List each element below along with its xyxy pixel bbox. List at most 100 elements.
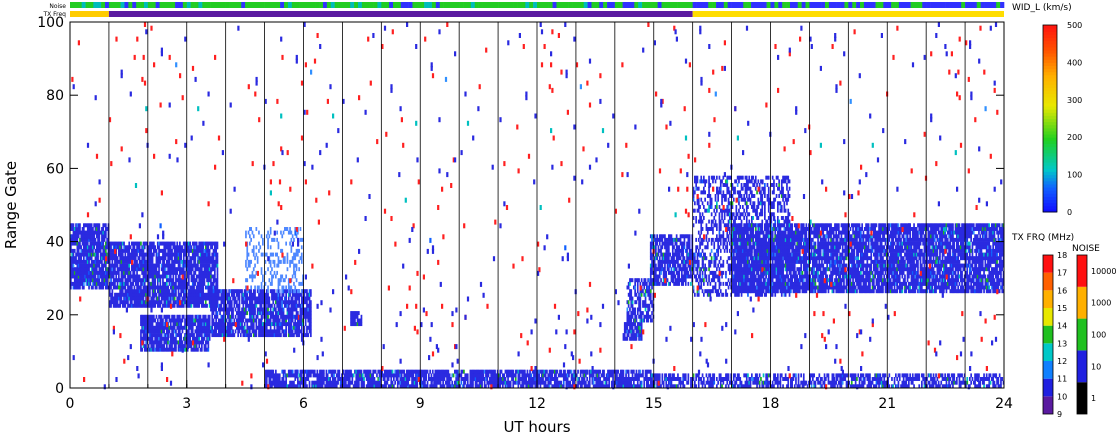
heatmap-cell — [211, 296, 214, 301]
heatmap-cell — [265, 296, 268, 301]
heatmap-cell — [234, 307, 237, 312]
heatmap-cell — [97, 278, 99, 283]
noise-strip-cell — [770, 2, 775, 8]
heatmap-cell — [154, 329, 156, 334]
noise-strip-cell — [105, 2, 110, 8]
heatmap-cell — [649, 274, 652, 279]
heatmap-cell — [303, 377, 306, 381]
heatmap-cell — [105, 223, 107, 228]
heatmap-cell — [153, 252, 155, 257]
heatmap-cell — [203, 314, 206, 319]
heatmap-cell — [507, 373, 509, 378]
heatmap-cell — [149, 300, 151, 305]
heatmap-cell — [535, 369, 538, 374]
heatmap-cell — [149, 289, 151, 294]
heatmap-cell — [146, 285, 149, 290]
heatmap-cell — [94, 285, 97, 290]
heatmap-cell — [269, 329, 272, 334]
heatmap-cell — [581, 377, 583, 381]
heatmap-cell — [81, 234, 84, 239]
heatmap-cell — [604, 380, 607, 385]
heatmap-cell — [286, 267, 289, 272]
heatmap-cell — [271, 384, 273, 389]
heatmap-cell — [201, 322, 203, 327]
heatmap-cell — [229, 322, 232, 327]
noise-strip-cell — [537, 2, 542, 8]
heatmap-cell — [371, 380, 373, 385]
heatmap-cell — [646, 369, 648, 374]
heatmap-cell — [121, 281, 124, 286]
heatmap-cell — [212, 281, 215, 286]
heatmap-cell — [211, 285, 214, 290]
heatmap-cell — [638, 300, 640, 305]
heatmap-cell — [221, 314, 224, 319]
heatmap-cell — [203, 344, 206, 349]
heatmap-cell — [603, 373, 605, 378]
heatmap-cell — [119, 289, 121, 294]
heatmap-cell — [114, 278, 116, 283]
heatmap-cell — [577, 377, 579, 381]
heatmap-cell — [298, 380, 300, 385]
heatmap-cell — [291, 256, 294, 261]
heatmap-cell — [105, 245, 107, 250]
heatmap-cell — [298, 325, 300, 330]
heatmap-cell — [627, 322, 630, 327]
heatmap-cell — [592, 377, 595, 381]
noise-strip-cell — [213, 2, 219, 8]
heatmap-cell — [171, 289, 173, 294]
heatmap-cell — [166, 347, 168, 352]
heatmap-cell — [182, 300, 185, 305]
heatmap-cell — [229, 333, 232, 338]
heatmap-cell — [172, 303, 175, 308]
heatmap-cell — [95, 278, 98, 283]
heatmap-cell — [202, 318, 204, 323]
heatmap-cell — [124, 289, 127, 294]
heatmap-cell — [461, 384, 464, 389]
heatmap-cell — [228, 322, 230, 327]
heatmap-cell — [143, 292, 146, 297]
heatmap-cell — [186, 333, 189, 338]
heatmap-cell — [119, 256, 121, 261]
noise-strip-cell — [299, 2, 304, 8]
heatmap-cell — [329, 384, 332, 389]
heatmap-cell — [140, 344, 142, 349]
noise-strip-cell — [782, 2, 787, 8]
heatmap-cell — [162, 289, 164, 294]
heatmap-cell — [358, 369, 360, 374]
heatmap-cell — [306, 373, 308, 378]
heatmap-cell — [310, 333, 312, 338]
heatmap-cell — [95, 248, 98, 253]
heatmap-cell — [199, 292, 202, 297]
heatmap-cell — [242, 333, 245, 338]
heatmap-cell — [137, 303, 140, 308]
heatmap-cell — [71, 237, 73, 242]
heatmap-cell — [351, 380, 354, 385]
heatmap-cell — [308, 369, 311, 374]
heatmap-cell — [281, 296, 284, 301]
heatmap-cell — [204, 256, 207, 261]
heatmap-cell — [496, 373, 499, 378]
heatmap-cell — [190, 285, 193, 290]
heatmap-cell — [215, 241, 217, 246]
heatmap-cell — [197, 347, 199, 352]
heatmap-cell — [195, 340, 198, 345]
heatmap-cell — [639, 300, 642, 305]
heatmap-cell — [588, 384, 591, 389]
heatmap-cell — [527, 380, 530, 385]
noise-strip-cell — [81, 2, 86, 8]
heatmap-cell — [124, 245, 127, 250]
heatmap-cell — [254, 329, 256, 334]
heatmap-cell — [180, 256, 182, 261]
heatmap-cell — [189, 248, 191, 253]
heatmap-cell — [118, 292, 120, 297]
heatmap-cell — [604, 377, 607, 381]
heatmap-cell — [163, 245, 166, 250]
heatmap-cell — [243, 329, 246, 334]
heatmap-cell — [491, 369, 494, 374]
heatmap-cell — [214, 300, 216, 305]
heatmap-cell — [138, 278, 141, 283]
heatmap-cell — [246, 333, 249, 338]
heatmap-cell — [287, 230, 290, 235]
heatmap-cell — [265, 325, 268, 330]
heatmap-cell — [180, 259, 182, 264]
